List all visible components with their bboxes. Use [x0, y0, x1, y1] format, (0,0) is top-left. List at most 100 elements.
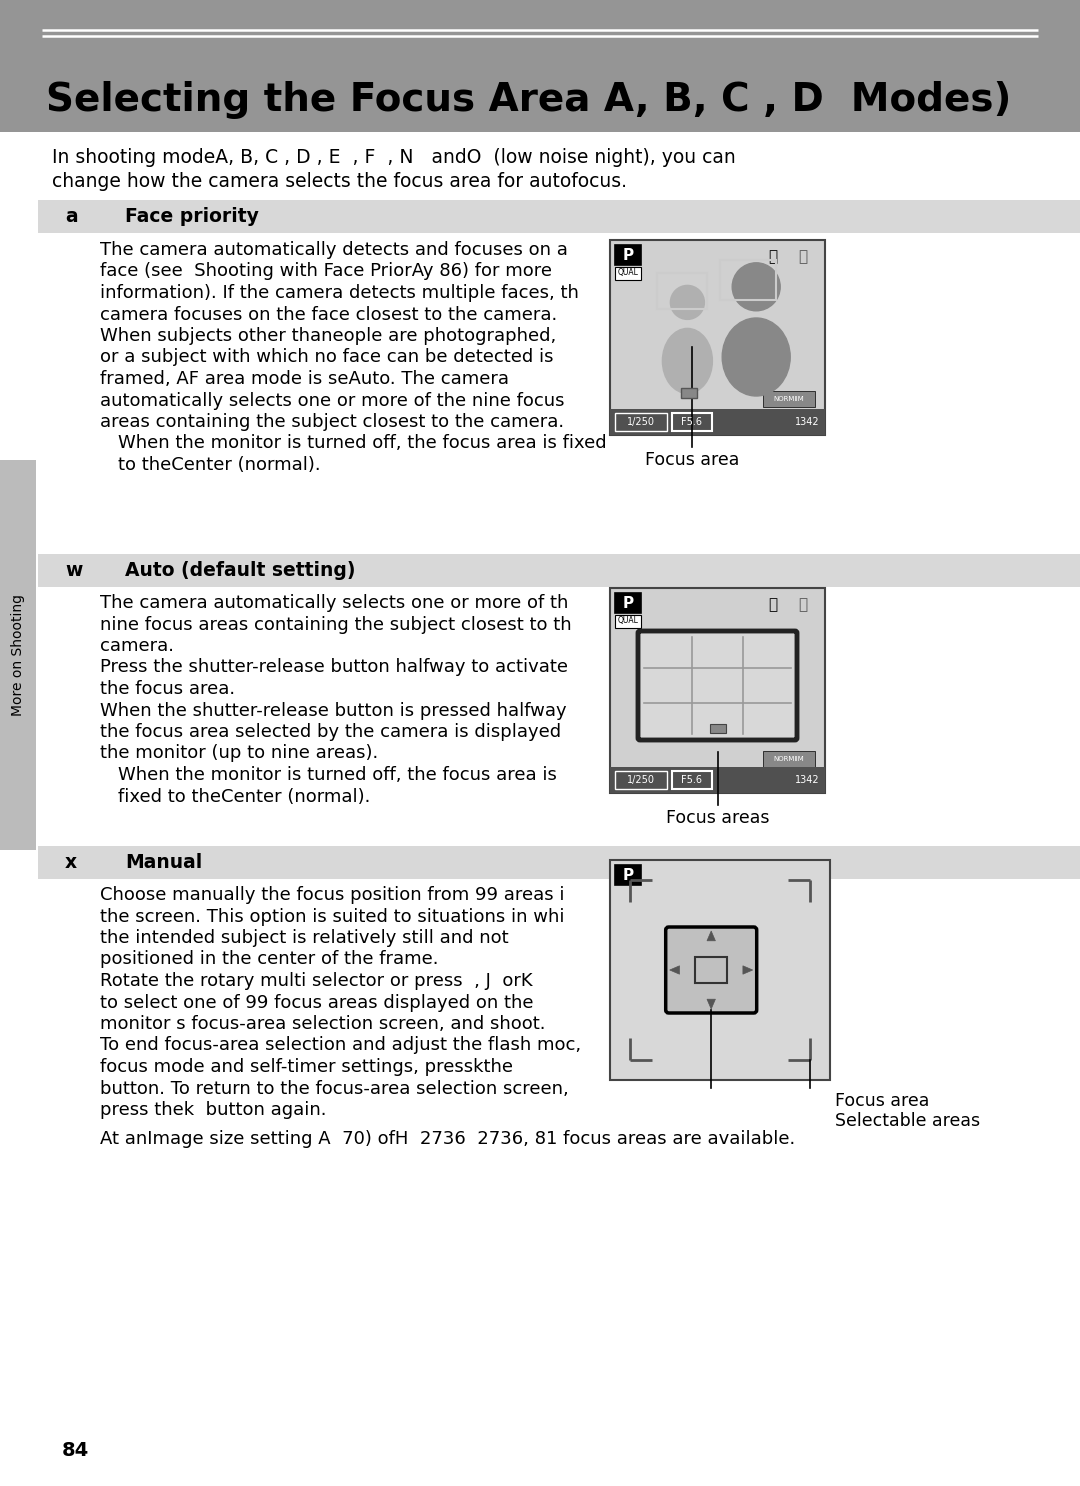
Text: to select one of 99 focus areas displayed on the: to select one of 99 focus areas displaye… — [100, 994, 534, 1012]
Text: 1342: 1342 — [795, 776, 820, 785]
Bar — [615, 245, 642, 265]
Text: framed, AF area mode is seAuto. The camera: framed, AF area mode is seAuto. The came… — [100, 370, 509, 388]
Text: Press the shutter-release button halfway to activate: Press the shutter-release button halfway… — [100, 658, 568, 676]
Text: positioned in the center of the frame.: positioned in the center of the frame. — [100, 951, 438, 969]
Bar — [610, 767, 825, 794]
Bar — [681, 388, 697, 398]
Bar — [610, 241, 825, 435]
Text: P: P — [622, 248, 634, 263]
Bar — [610, 588, 825, 794]
Bar — [0, 461, 36, 850]
Text: F5.6: F5.6 — [681, 418, 702, 426]
Bar — [615, 771, 667, 789]
Bar — [658, 273, 707, 309]
Text: Ⓣ: Ⓣ — [769, 597, 778, 612]
Bar — [38, 201, 1080, 233]
Text: camera.: camera. — [100, 637, 174, 655]
Text: The camera automatically selects one or more of th: The camera automatically selects one or … — [100, 594, 568, 612]
Text: 84: 84 — [62, 1440, 90, 1459]
Text: the focus area.: the focus area. — [100, 681, 235, 698]
FancyBboxPatch shape — [638, 632, 797, 740]
Bar — [615, 267, 642, 279]
Text: a: a — [65, 208, 78, 226]
Text: Auto (default setting): Auto (default setting) — [125, 562, 355, 581]
Bar — [615, 615, 642, 629]
Text: Selectable areas: Selectable areas — [835, 1112, 981, 1129]
Text: Choose manually the focus position from 99 areas i: Choose manually the focus position from … — [100, 886, 565, 903]
Ellipse shape — [723, 318, 791, 395]
Text: x: x — [65, 853, 77, 872]
Text: button. To return to the focus-area selection screen,: button. To return to the focus-area sele… — [100, 1079, 569, 1098]
Ellipse shape — [662, 328, 713, 394]
Bar — [719, 260, 775, 300]
Circle shape — [732, 263, 780, 311]
Bar — [762, 391, 815, 407]
Text: To end focus-area selection and adjust the flash moc,: To end focus-area selection and adjust t… — [100, 1037, 581, 1055]
FancyBboxPatch shape — [665, 927, 757, 1013]
Text: Face priority: Face priority — [125, 208, 259, 226]
Polygon shape — [743, 966, 753, 975]
Text: areas containing the subject closest to the camera.: areas containing the subject closest to … — [100, 413, 564, 431]
Text: change how the camera selects the focus area for autofocus.: change how the camera selects the focus … — [52, 172, 627, 192]
Text: the monitor (up to nine areas).: the monitor (up to nine areas). — [100, 744, 378, 762]
Text: NORMⅡM: NORMⅡM — [773, 756, 805, 762]
Bar — [610, 860, 831, 1080]
Bar — [696, 957, 727, 984]
Text: 1/250: 1/250 — [627, 776, 654, 785]
Text: the screen. This option is suited to situations in whi: the screen. This option is suited to sit… — [100, 908, 565, 926]
Text: 1342: 1342 — [795, 418, 820, 426]
Polygon shape — [670, 966, 679, 975]
Text: focus mode and self-timer settings, presskthe: focus mode and self-timer settings, pres… — [100, 1058, 513, 1076]
Bar — [38, 846, 1080, 880]
Text: When the shutter-release button is pressed halfway: When the shutter-release button is press… — [100, 701, 567, 719]
Bar — [615, 413, 667, 431]
Text: In shooting modeA, B, C , D , E  , F  , N   andO  (low noise night), you can: In shooting modeA, B, C , D , E , F , N … — [52, 149, 735, 166]
Text: Ⓣ: Ⓣ — [798, 597, 808, 612]
Text: The camera automatically detects and focuses on a: The camera automatically detects and foc… — [100, 241, 568, 259]
Text: Manual: Manual — [125, 853, 202, 872]
Polygon shape — [707, 999, 715, 1009]
Text: nine focus areas containing the subject closest to th: nine focus areas containing the subject … — [100, 615, 571, 633]
Text: w: w — [65, 562, 82, 581]
Bar — [672, 413, 712, 431]
Text: to theCenter (normal).: to theCenter (normal). — [118, 456, 321, 474]
Text: NORMⅡM: NORMⅡM — [773, 395, 805, 403]
Bar — [710, 724, 726, 733]
Bar — [672, 771, 712, 789]
Bar — [610, 409, 825, 435]
Bar — [38, 554, 1080, 587]
Text: P: P — [622, 596, 634, 611]
Text: face (see  Shooting with Face PriorAy 86) for more: face (see Shooting with Face PriorAy 86)… — [100, 263, 552, 281]
Text: QUAL: QUAL — [618, 617, 638, 626]
Circle shape — [671, 285, 704, 319]
Text: When the monitor is turned off, the focus area is fixed: When the monitor is turned off, the focu… — [118, 434, 607, 453]
Polygon shape — [707, 932, 715, 941]
Text: More on Shooting: More on Shooting — [11, 594, 25, 716]
Text: P: P — [622, 868, 634, 883]
Text: camera focuses on the face closest to the camera.: camera focuses on the face closest to th… — [100, 306, 557, 324]
Text: When subjects other thaneople are photographed,: When subjects other thaneople are photog… — [100, 327, 556, 345]
Text: the intended subject is relatively still and not: the intended subject is relatively still… — [100, 929, 509, 947]
Text: Rotate the rotary multi selector or press  , J  orK: Rotate the rotary multi selector or pres… — [100, 972, 532, 990]
Text: When the monitor is turned off, the focus area is: When the monitor is turned off, the focu… — [118, 765, 557, 785]
Bar — [615, 865, 642, 886]
Text: QUAL: QUAL — [618, 269, 638, 278]
Text: Focus area: Focus area — [645, 450, 739, 470]
Text: Ⓣ: Ⓣ — [769, 250, 778, 265]
Text: press thek  button again.: press thek button again. — [100, 1101, 326, 1119]
Bar — [615, 593, 642, 614]
Text: monitor s focus-area selection screen, and shoot.: monitor s focus-area selection screen, a… — [100, 1015, 545, 1033]
Text: Focus areas: Focus areas — [665, 808, 769, 828]
Bar — [762, 750, 815, 767]
Text: Focus area: Focus area — [835, 1092, 930, 1110]
Text: At anImage size setting A  70) ofH  2736  2736, 81 focus areas are available.: At anImage size setting A 70) ofH 2736 2… — [100, 1131, 795, 1149]
Text: the focus area selected by the camera is displayed: the focus area selected by the camera is… — [100, 724, 567, 742]
Bar — [0, 0, 1080, 132]
Text: or a subject with which no face can be detected is: or a subject with which no face can be d… — [100, 349, 554, 367]
Text: automatically selects one or more of the nine focus: automatically selects one or more of the… — [100, 391, 565, 410]
Text: Selecting the Focus Area A, B, C , D  Modes): Selecting the Focus Area A, B, C , D Mod… — [46, 82, 1011, 119]
Text: 1/250: 1/250 — [627, 418, 654, 426]
Text: fixed to theCenter (normal).: fixed to theCenter (normal). — [118, 788, 370, 805]
Text: F5.6: F5.6 — [681, 776, 702, 785]
Text: information). If the camera detects multiple faces, th: information). If the camera detects mult… — [100, 284, 579, 302]
